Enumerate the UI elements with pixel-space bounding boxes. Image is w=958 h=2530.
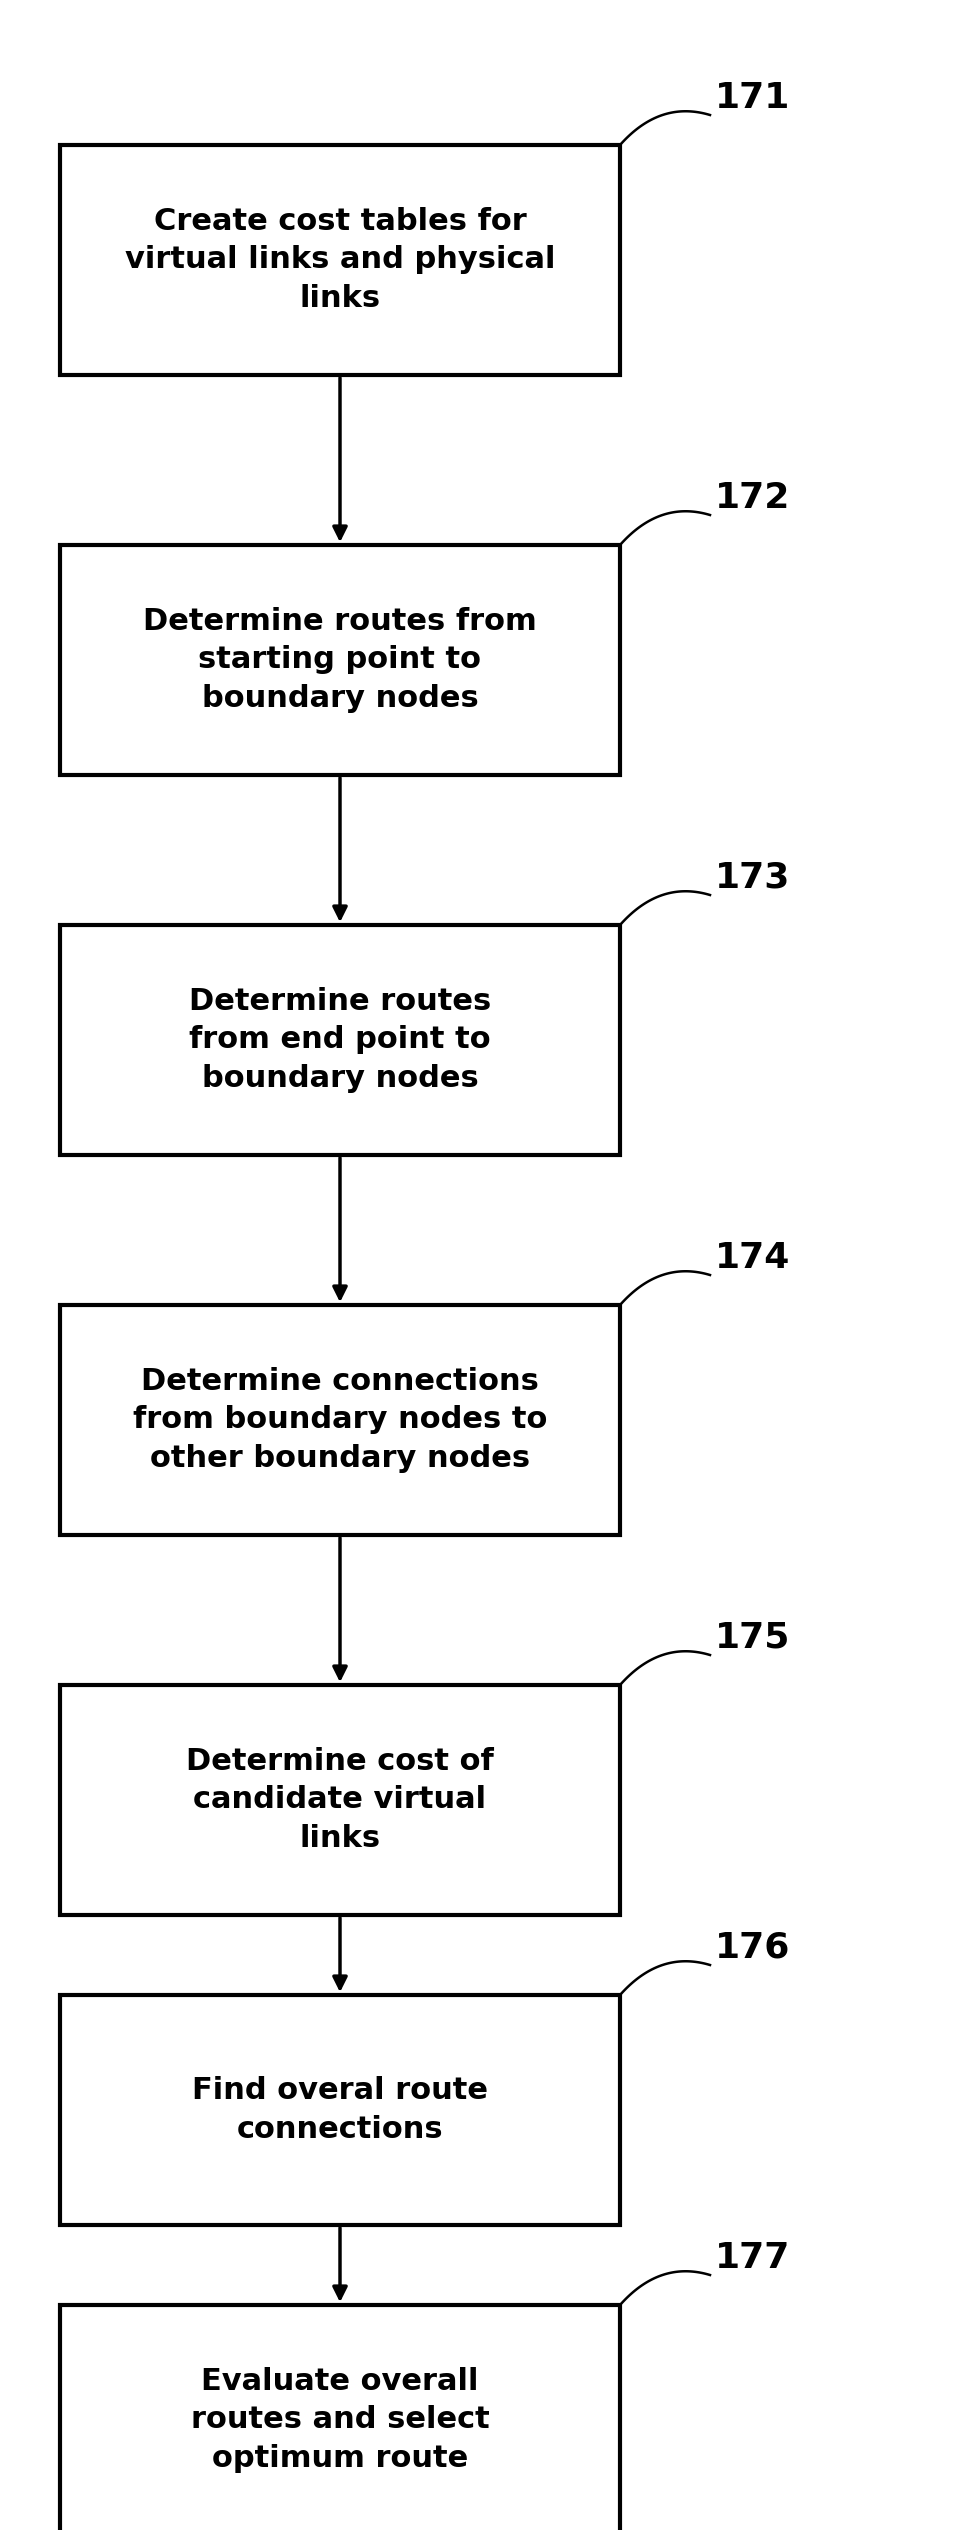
Text: 172: 172 [715, 481, 790, 516]
Text: 175: 175 [715, 1622, 790, 1655]
Text: 173: 173 [715, 860, 790, 896]
Text: 177: 177 [715, 2242, 790, 2274]
Text: Determine cost of
candidate virtual
links: Determine cost of candidate virtual link… [186, 1748, 494, 1852]
Bar [60, 544, 620, 774]
Bar [60, 926, 620, 1156]
Text: Determine connections
from boundary nodes to
other boundary nodes: Determine connections from boundary node… [133, 1366, 547, 1472]
Text: 176: 176 [715, 1930, 790, 1966]
Bar [60, 1305, 620, 1536]
Text: 171: 171 [715, 81, 790, 114]
Text: Create cost tables for
virtual links and physical
links: Create cost tables for virtual links and… [125, 207, 556, 314]
Text: Determine routes from
starting point to
boundary nodes: Determine routes from starting point to … [143, 607, 536, 713]
Text: 174: 174 [715, 1242, 790, 1275]
Bar [60, 144, 620, 374]
Text: Determine routes
from end point to
boundary nodes: Determine routes from end point to bound… [189, 987, 491, 1093]
Bar [60, 1996, 620, 2224]
Text: Find overal route
connections: Find overal route connections [192, 2077, 488, 2143]
Bar [60, 1685, 620, 1915]
Text: Evaluate overall
routes and select
optimum route: Evaluate overall routes and select optim… [191, 2368, 490, 2472]
Bar [60, 2305, 620, 2530]
